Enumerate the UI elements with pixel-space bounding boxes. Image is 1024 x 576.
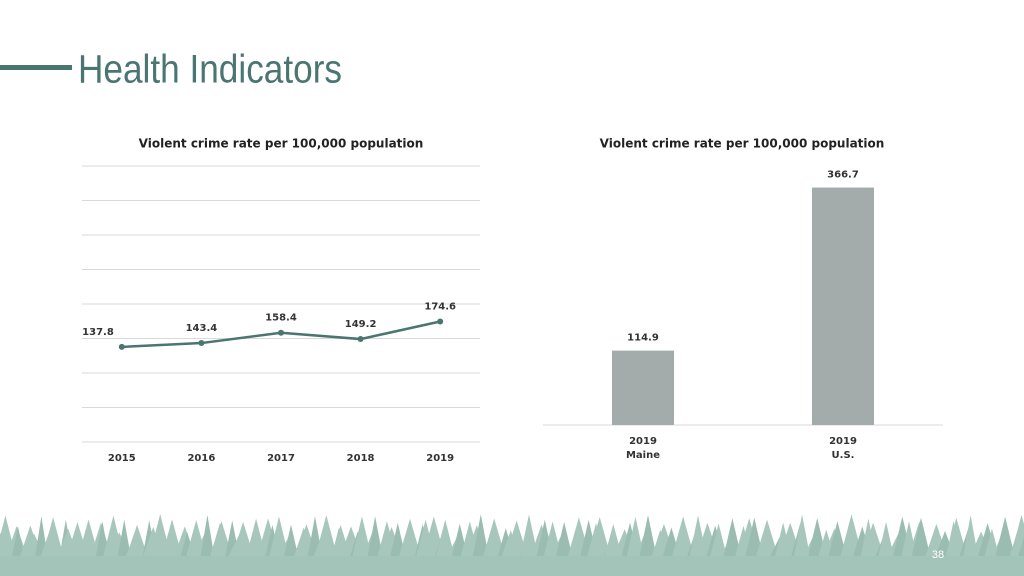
slide-title: Health Indicators — [78, 46, 342, 91]
tree — [723, 518, 742, 556]
tree — [672, 516, 695, 556]
bar — [812, 187, 874, 425]
x-tick-label: 2019 — [829, 436, 857, 447]
data-label: 114.9 — [627, 333, 659, 344]
tree — [42, 517, 64, 556]
tree — [399, 518, 421, 556]
x-tick-label: 2016 — [187, 453, 215, 464]
tree — [1018, 536, 1024, 556]
tree — [756, 519, 779, 556]
tree — [367, 516, 383, 556]
chart-title: Violent crime rate per 100,000 populatio… — [600, 137, 885, 151]
tree — [483, 518, 506, 556]
tree — [963, 514, 978, 556]
x-tick-label: 2015 — [108, 453, 136, 464]
x-tick-label: Maine — [626, 450, 660, 461]
chart-title: Violent crime rate per 100,000 populatio… — [139, 137, 424, 151]
tree — [520, 514, 538, 556]
tree — [126, 524, 148, 556]
tree — [878, 521, 894, 556]
tree — [315, 515, 338, 556]
data-label: 366.7 — [827, 170, 859, 181]
tree — [945, 517, 968, 556]
data-label: 158.4 — [265, 313, 297, 324]
tree — [472, 514, 489, 556]
tree — [283, 524, 299, 556]
tree — [639, 514, 657, 556]
tree — [436, 519, 455, 556]
tree — [11, 526, 25, 556]
x-tick-label: 2019 — [426, 453, 454, 464]
title-accent — [0, 65, 72, 70]
tree — [745, 517, 764, 556]
point — [278, 329, 284, 336]
x-tick-label: U.S. — [832, 450, 855, 461]
tree — [200, 515, 215, 556]
tree — [588, 517, 611, 556]
tree — [984, 528, 1000, 556]
tree — [117, 519, 131, 556]
point — [118, 343, 125, 350]
tree — [1010, 514, 1024, 556]
tree — [210, 521, 233, 556]
x-tick-label: 2017 — [267, 453, 295, 464]
page-number: 38 — [932, 549, 944, 561]
tree — [862, 522, 885, 556]
x-tick-label: 2018 — [347, 453, 375, 464]
data-label: 149.2 — [345, 319, 377, 330]
tree — [995, 516, 1015, 556]
point — [437, 318, 444, 325]
tree — [828, 521, 847, 556]
point — [357, 336, 364, 343]
tree — [232, 521, 254, 556]
data-label: 174.6 — [424, 302, 456, 313]
tree — [710, 523, 727, 556]
tree — [162, 519, 182, 556]
tree — [794, 514, 811, 556]
x-tick-label: 2019 — [629, 436, 657, 447]
bar — [612, 350, 674, 425]
tree — [911, 517, 931, 556]
forest-footer — [0, 514, 1024, 576]
data-label: 137.8 — [82, 327, 114, 338]
data-label: 143.4 — [186, 323, 218, 334]
tree — [352, 516, 372, 556]
point — [198, 340, 205, 347]
tree — [555, 521, 573, 556]
